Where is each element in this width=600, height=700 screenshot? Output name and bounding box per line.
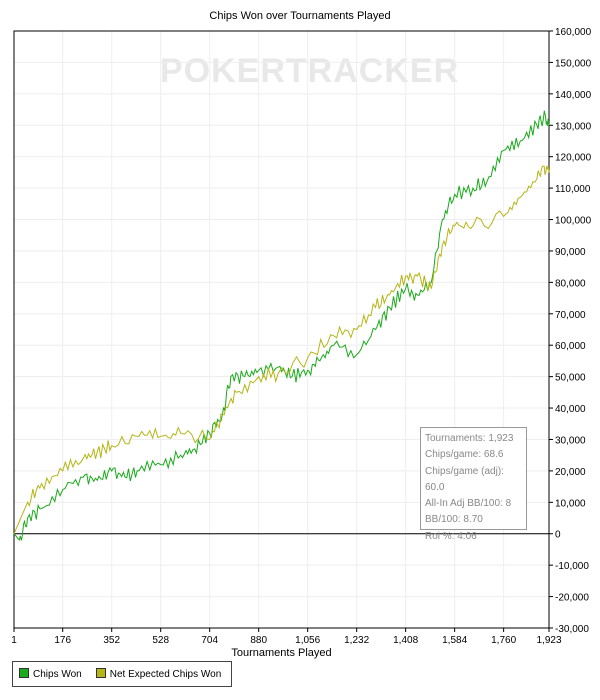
y-tick-label: 100,000	[555, 216, 592, 227]
y-tick-label: 10,000	[555, 498, 586, 509]
y-tick-label: 70,000	[555, 310, 586, 321]
y-tick-label: 160,000	[555, 27, 592, 38]
stat-bb100: BB/100: 8.70	[425, 514, 483, 526]
x-tick-label: 176	[54, 635, 71, 646]
x-tick-label: 528	[152, 635, 169, 646]
y-tick-label: 60,000	[555, 341, 586, 352]
chart-title: Chips Won over Tournaments Played	[209, 10, 391, 22]
series-line-net-expected-chips-won	[13, 165, 550, 534]
x-tick-label: 1,408	[393, 635, 418, 646]
x-axis-label: Tournaments Played	[231, 647, 332, 659]
y-tick-label: 90,000	[555, 247, 586, 258]
x-tick-label: 1,923	[536, 635, 561, 646]
legend-item-net-expected[interactable]: Net Expected Chips Won	[95, 668, 221, 680]
x-tick-label: 704	[201, 635, 218, 646]
y-tick-label: 30,000	[555, 435, 586, 446]
x-tick-label: 352	[103, 635, 120, 646]
y-tick-label: 20,000	[555, 467, 586, 478]
y-tick-label: 110,000	[555, 184, 591, 195]
y-tick-label: -30,000	[555, 624, 589, 635]
legend-swatch	[95, 668, 106, 678]
x-tick-label: 1,760	[491, 635, 516, 646]
y-tick-label: 120,000	[555, 153, 592, 164]
y-tick-label: 50,000	[555, 373, 586, 384]
plot-border	[13, 30, 550, 629]
y-tick-label: -20,000	[555, 593, 589, 604]
stat-chips-per-game: Chips/game: 68.6	[425, 449, 504, 461]
x-tick-label: 1	[11, 635, 17, 646]
stat-allin-adj-bb100: All-In Adj BB/100: 8	[425, 498, 512, 510]
legend: Chips Won Net Expected Chips Won	[12, 661, 232, 687]
stats-box: Tournaments: 1,923 Chips/game: 68.6 Chip…	[420, 427, 527, 542]
y-tick-label: 40,000	[555, 404, 586, 415]
stat-tournaments: Tournaments: 1,923	[425, 433, 514, 444]
stat-chips-per-game-adj: Chips/game (adj): 60.0	[425, 465, 504, 493]
legend-item-chips-won[interactable]: Chips Won	[19, 668, 82, 680]
y-tick-label: 0	[555, 530, 561, 541]
y-tick-label: 150,000	[555, 58, 592, 69]
x-tick-label: 1,056	[295, 635, 320, 646]
y-tick-label: 80,000	[555, 278, 586, 289]
x-tick-label: 1,232	[344, 635, 369, 646]
y-tick-label: 140,000	[555, 90, 592, 101]
x-tick-label: 1,584	[442, 635, 467, 646]
legend-swatch	[19, 668, 29, 678]
y-tick-label: -10,000	[555, 561, 589, 572]
stat-roi: Roi %: 4.06	[425, 530, 477, 542]
y-tick-label: 130,000	[555, 121, 592, 132]
x-tick-label: 880	[250, 635, 267, 646]
